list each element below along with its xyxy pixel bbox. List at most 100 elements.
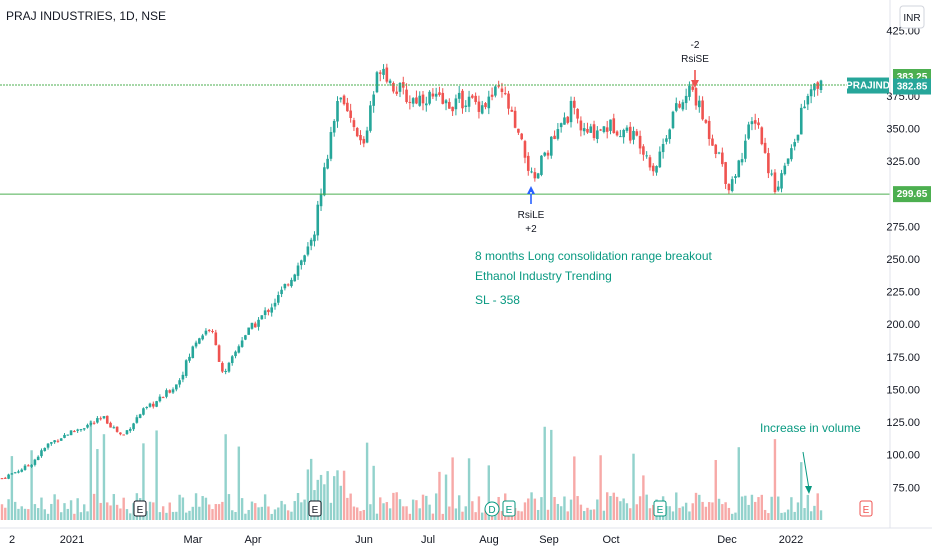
price-axis[interactable]: 100.00 125.00 150.00 175.00 200.00 225.00 250.…: [886, 26, 920, 495]
volume-bar: [448, 506, 451, 520]
volume-bar: [211, 509, 214, 520]
volume-bar: [803, 508, 806, 520]
candle: [3, 476, 7, 479]
candle: [56, 439, 60, 443]
x-tick-label: Mar: [184, 534, 203, 546]
candle: [734, 174, 737, 184]
volume-bar: [7, 499, 10, 520]
volume-bar: [596, 499, 599, 520]
volume-bar: [96, 449, 99, 520]
candle: [270, 303, 274, 317]
volume-bar: [60, 512, 63, 520]
volume-bar: [346, 497, 349, 520]
volume-bar: [559, 506, 563, 520]
volume-bar: [533, 498, 537, 520]
candle: [112, 425, 116, 429]
volume-bar: [566, 511, 569, 520]
time-axis[interactable]: 2 2021 Mar Apr Jun Jul Aug Sep Oct Dec 2022: [9, 534, 803, 546]
volume-bar: [372, 465, 375, 520]
volume-bar: [175, 511, 178, 520]
candle: [681, 99, 685, 112]
volume-bar: [181, 497, 185, 520]
candle: [89, 420, 93, 427]
annotation-ethanol: Ethanol Industry Trending: [475, 269, 612, 283]
candle: [385, 63, 389, 84]
volume-bar: [125, 509, 129, 520]
volume-bar: [231, 510, 234, 520]
volume-bar: [777, 496, 780, 520]
volume-bar: [319, 474, 323, 520]
candle: [240, 336, 244, 348]
candle: [405, 83, 408, 104]
candle: [773, 169, 777, 195]
volume-bar: [30, 450, 33, 520]
volume-bar: [40, 497, 43, 520]
candle: [480, 100, 484, 115]
candle: [339, 97, 343, 103]
volume-bar: [349, 493, 352, 520]
volume-bar: [813, 505, 816, 520]
candle: [760, 126, 764, 146]
volume-bar: [444, 474, 448, 520]
candle: [425, 96, 428, 112]
candle: [701, 96, 704, 121]
annotation-stoploss: SL - 358: [475, 293, 520, 307]
candle: [132, 422, 135, 431]
candle: [23, 464, 27, 471]
candle: [563, 112, 566, 125]
candle: [665, 135, 668, 145]
candle: [448, 98, 451, 109]
candle: [313, 231, 316, 247]
candle: [737, 159, 741, 178]
volume-bar: [619, 501, 622, 520]
candle: [217, 344, 221, 362]
candle: [477, 95, 481, 119]
level-tag-top-label: 383.25: [897, 72, 928, 83]
volume-bar: [464, 506, 467, 520]
earnings-badge: E: [859, 500, 873, 517]
badge-label: E: [506, 505, 513, 516]
arrow-up-icon: [527, 186, 535, 204]
candle: [744, 134, 747, 163]
y-tick-label: 275.00: [886, 221, 920, 233]
signal-le-line1: RsiLE: [518, 210, 545, 221]
currency-label: INR: [903, 13, 920, 24]
candle: [382, 64, 385, 80]
volume-bar: [405, 506, 408, 520]
volume-bar: [441, 513, 444, 520]
signal-rsi-le: RsiLE +2: [518, 186, 545, 235]
volume-bar: [53, 494, 56, 520]
volume-bar: [46, 513, 50, 520]
candle: [533, 167, 537, 182]
volume-bar: [757, 497, 760, 520]
volume-bar: [586, 507, 589, 520]
currency-badge[interactable]: INR: [899, 5, 925, 29]
volume-bar: [714, 459, 717, 520]
volume-bar: [33, 504, 37, 520]
volume-bar: [744, 495, 747, 520]
candle: [740, 152, 744, 166]
candle: [119, 432, 122, 436]
volume-bar: [388, 508, 392, 520]
last-price-tag: PRAJIND 382.85: [846, 77, 931, 95]
volume-bar: [306, 469, 310, 520]
volume-bar: [171, 511, 175, 520]
volume-bar: [402, 506, 405, 520]
volume-bar: [490, 513, 494, 520]
candle: [214, 329, 218, 346]
volume-bar: [36, 508, 40, 520]
y-tick-label: 150.00: [886, 384, 920, 396]
candle: [635, 128, 639, 137]
candles: [0, 63, 823, 480]
candle: [276, 291, 280, 306]
candle: [63, 433, 66, 439]
candle: [207, 328, 211, 333]
candle: [612, 113, 616, 134]
volume-bar: [356, 507, 359, 520]
y-tick-label: 175.00: [886, 352, 920, 364]
candle: [586, 122, 589, 134]
volume-bar: [671, 511, 675, 520]
volume-bar: [50, 503, 53, 520]
x-tick-label: Jul: [421, 534, 435, 546]
